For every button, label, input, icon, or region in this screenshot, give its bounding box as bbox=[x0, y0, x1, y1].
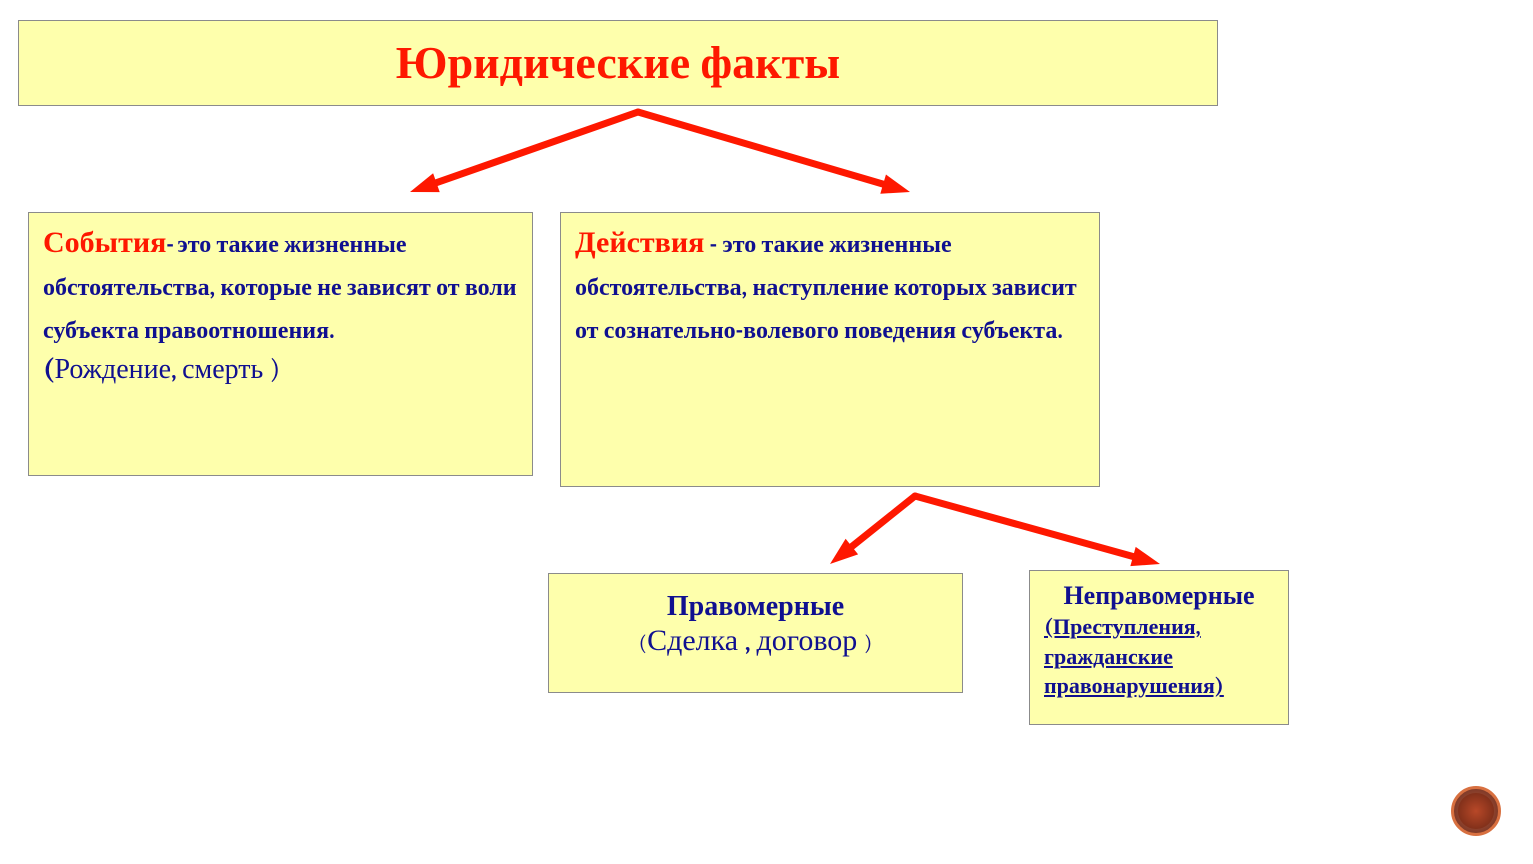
events-box: События- это такие жизненные обстоятельс… bbox=[28, 212, 533, 476]
lawful-box: Правомерные (Сделка , договор ) bbox=[548, 573, 963, 693]
lawful-paren-open: ( bbox=[639, 630, 647, 656]
events-paren-open: ( bbox=[43, 353, 54, 385]
actions-term: Действия bbox=[575, 225, 704, 260]
title-text: Юридические факты bbox=[396, 37, 840, 90]
lawful-title: Правомерные bbox=[563, 590, 948, 623]
corner-badge-icon bbox=[1451, 786, 1501, 836]
events-term: События bbox=[43, 225, 166, 260]
actions-dash: - bbox=[704, 230, 722, 258]
events-dash: - bbox=[166, 230, 173, 258]
unlawful-box: Неправомерные (Преступления, гражданские… bbox=[1029, 570, 1289, 725]
lawful-example: Сделка , договор bbox=[647, 623, 864, 658]
actions-box: Действия - это такие жизненные обстоятел… bbox=[560, 212, 1100, 487]
title-box: Юридические факты bbox=[18, 20, 1218, 106]
events-example: Рождение, смерть bbox=[54, 353, 269, 385]
unlawful-example: (Преступления, гражданские правонарушени… bbox=[1044, 613, 1274, 702]
unlawful-title: Неправомерные bbox=[1044, 581, 1274, 611]
events-paren-close: ) bbox=[269, 353, 280, 385]
lawful-paren-close: ) bbox=[864, 630, 872, 656]
